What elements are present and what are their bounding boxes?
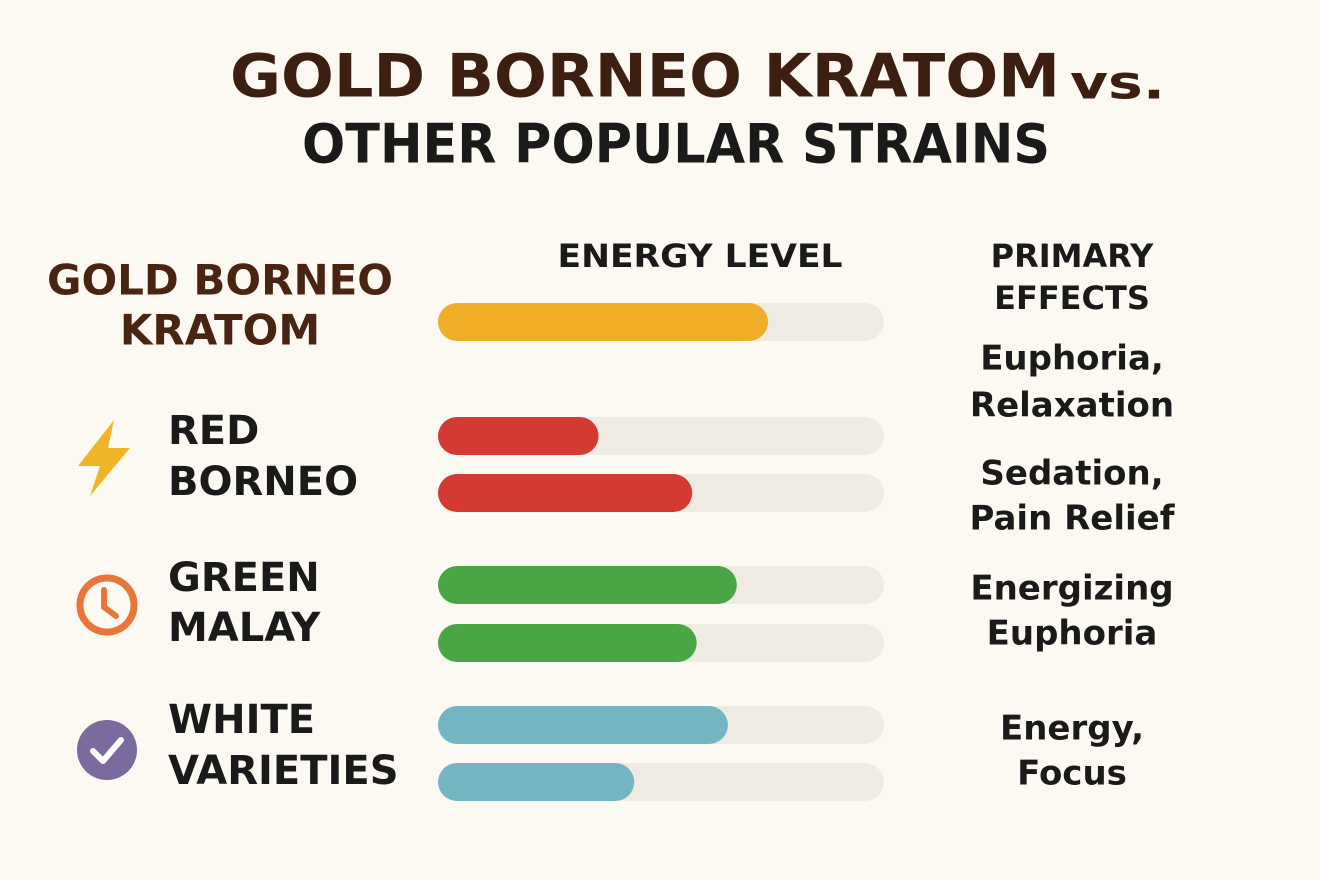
- bar: [438, 763, 635, 801]
- bar: [438, 706, 728, 744]
- subtitle: OTHER POPULAR STRAINS: [302, 113, 1050, 176]
- effect-label: Focus: [1017, 754, 1127, 794]
- effect-label: Sedation,: [980, 454, 1163, 494]
- title-suffix: vs.: [1070, 56, 1165, 110]
- strain-name: BORNEO: [168, 459, 358, 505]
- bar: [438, 566, 737, 604]
- bar-header: ENERGY LEVEL: [558, 237, 843, 275]
- strain-name: GREEN: [168, 555, 320, 601]
- effects-header: PRIMARY: [991, 237, 1155, 275]
- strain-name: KRATOM: [120, 306, 320, 355]
- strain-name: GOLD BORNEO: [47, 256, 393, 305]
- strain-name: RED: [168, 408, 259, 454]
- effect-label: Relaxation: [970, 386, 1174, 426]
- effects-header: EFFECTS: [994, 279, 1150, 317]
- bar: [438, 417, 599, 455]
- strain-name: VARIETIES: [168, 748, 399, 794]
- strain-name: WHITE: [168, 697, 315, 743]
- effect-label: Pain Relief: [969, 499, 1175, 539]
- effect-label: Euphoria: [987, 614, 1158, 654]
- effect-label: Energy,: [1000, 709, 1144, 749]
- effect-label: Euphoria,: [980, 339, 1164, 379]
- clock-icon: [76, 574, 138, 636]
- bar: [438, 624, 697, 662]
- bar: [438, 303, 769, 341]
- bar: [438, 474, 693, 512]
- check-icon: [77, 720, 137, 780]
- lightning-icon: [78, 420, 130, 496]
- title: GOLD BORNEO KRATOM: [230, 42, 1060, 112]
- effect-label: Energizing: [970, 569, 1173, 609]
- strain-name: MALAY: [168, 605, 321, 651]
